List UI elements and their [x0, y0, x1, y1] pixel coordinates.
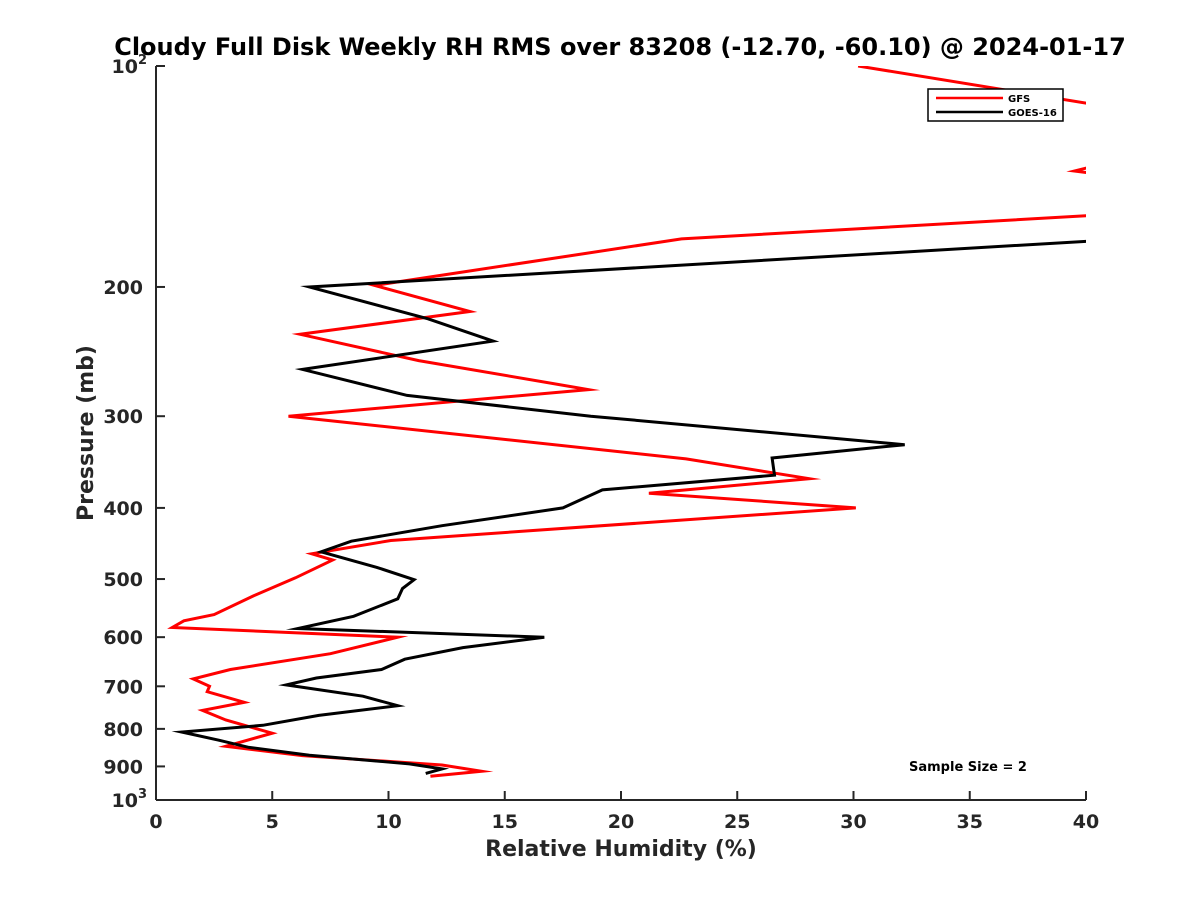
y-tick-label: 200	[103, 277, 143, 299]
x-tick-label: 10	[375, 811, 401, 833]
x-ticks: 0 5 10 15 20 25 30 35 40	[149, 791, 1099, 833]
y-tick-label: 102	[112, 53, 148, 78]
y-ticks: 102 200 300 400 500 600 700 800 900 103	[103, 53, 165, 812]
y-tick-label: 500	[103, 569, 143, 591]
x-tick-label: 0	[149, 811, 162, 833]
x-tick-label: 40	[1073, 811, 1099, 833]
x-tick-label: 35	[957, 811, 983, 833]
x-axis-label: Relative Humidity (%)	[485, 837, 757, 862]
y-tick-label: 900	[103, 756, 143, 778]
series-line-goes-16	[171, 239, 1086, 775]
legend: GFS GOES-16	[927, 88, 1064, 122]
y-tick-label: 800	[103, 719, 143, 741]
legend-box	[927, 88, 1064, 122]
x-tick-label: 5	[266, 811, 279, 833]
y-axis-label: Pressure (mb)	[74, 345, 99, 521]
x-tick-label: 25	[724, 811, 750, 833]
sample-size-note: Sample Size = 2	[909, 760, 1027, 775]
x-tick-label: 20	[608, 811, 634, 833]
y-tick-label: 700	[103, 676, 143, 698]
chart-title: Cloudy Full Disk Weekly RH RMS over 8320…	[114, 33, 1126, 61]
legend-label-goes-16: GOES-16	[1008, 108, 1057, 119]
y-tick-label: 103	[112, 787, 148, 812]
legend-label-gfs: GFS	[1008, 94, 1030, 105]
y-tick-label: 600	[103, 627, 143, 649]
y-tick-label: 400	[103, 498, 143, 520]
y-tick-label: 300	[103, 406, 143, 428]
series-layer	[167, 66, 1086, 778]
x-tick-label: 15	[492, 811, 518, 833]
x-tick-label: 30	[840, 811, 866, 833]
